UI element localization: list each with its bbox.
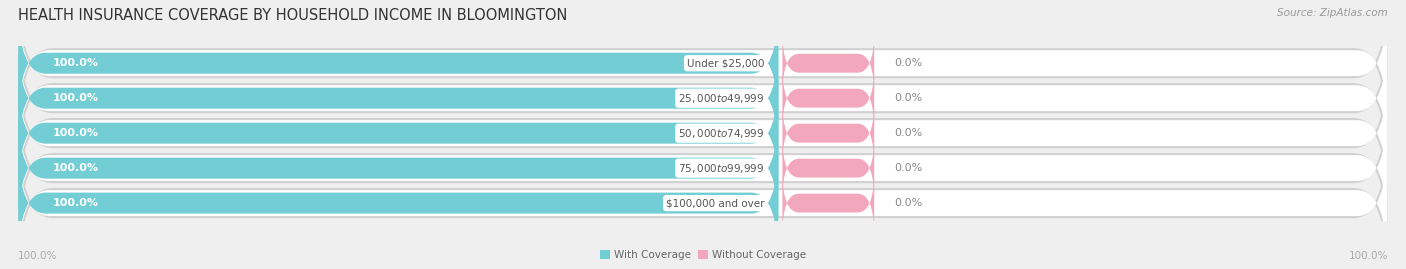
FancyBboxPatch shape — [18, 130, 1388, 269]
FancyBboxPatch shape — [782, 31, 875, 96]
Text: Source: ZipAtlas.com: Source: ZipAtlas.com — [1277, 8, 1388, 18]
FancyBboxPatch shape — [18, 60, 1388, 207]
Text: 100.0%: 100.0% — [52, 93, 98, 103]
Text: 0.0%: 0.0% — [894, 198, 922, 208]
FancyBboxPatch shape — [18, 95, 1388, 242]
FancyBboxPatch shape — [18, 74, 779, 193]
Text: $25,000 to $49,999: $25,000 to $49,999 — [678, 92, 765, 105]
FancyBboxPatch shape — [18, 0, 1388, 137]
Text: HEALTH INSURANCE COVERAGE BY HOUSEHOLD INCOME IN BLOOMINGTON: HEALTH INSURANCE COVERAGE BY HOUSEHOLD I… — [18, 8, 568, 23]
FancyBboxPatch shape — [18, 39, 779, 158]
Text: 100.0%: 100.0% — [52, 128, 98, 138]
FancyBboxPatch shape — [18, 144, 779, 263]
Text: 100.0%: 100.0% — [52, 198, 98, 208]
Text: 0.0%: 0.0% — [894, 163, 922, 173]
FancyBboxPatch shape — [18, 4, 779, 123]
Text: $100,000 and over: $100,000 and over — [666, 198, 765, 208]
FancyBboxPatch shape — [782, 66, 875, 131]
FancyBboxPatch shape — [18, 139, 1388, 267]
Text: 0.0%: 0.0% — [894, 128, 922, 138]
FancyBboxPatch shape — [18, 69, 1388, 197]
Text: 100.0%: 100.0% — [1348, 251, 1388, 261]
FancyBboxPatch shape — [782, 136, 875, 201]
Text: 100.0%: 100.0% — [52, 58, 98, 68]
FancyBboxPatch shape — [18, 109, 779, 228]
FancyBboxPatch shape — [782, 171, 875, 236]
FancyBboxPatch shape — [18, 34, 1388, 162]
FancyBboxPatch shape — [18, 104, 1388, 232]
FancyBboxPatch shape — [18, 0, 1388, 127]
FancyBboxPatch shape — [782, 101, 875, 166]
FancyBboxPatch shape — [18, 25, 1388, 172]
Text: $50,000 to $74,999: $50,000 to $74,999 — [678, 127, 765, 140]
Text: 100.0%: 100.0% — [52, 163, 98, 173]
Text: 0.0%: 0.0% — [894, 93, 922, 103]
Legend: With Coverage, Without Coverage: With Coverage, Without Coverage — [596, 246, 810, 264]
Text: 100.0%: 100.0% — [18, 251, 58, 261]
Text: 0.0%: 0.0% — [894, 58, 922, 68]
Text: Under $25,000: Under $25,000 — [688, 58, 765, 68]
Text: $75,000 to $99,999: $75,000 to $99,999 — [678, 162, 765, 175]
